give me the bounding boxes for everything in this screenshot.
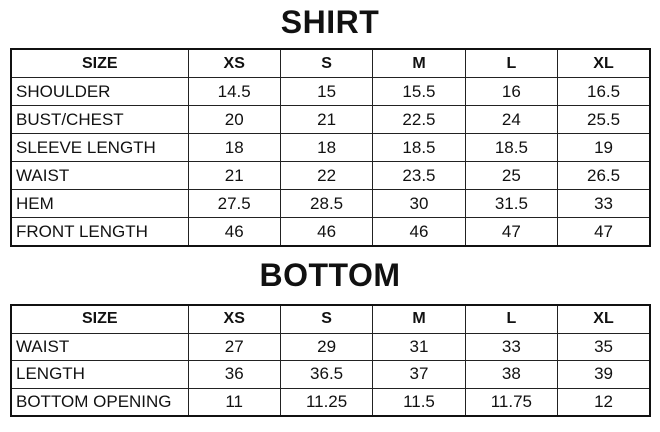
table-row: LENGTH 36 36.5 37 38 39 <box>10 360 651 389</box>
measurement-cell: 22 <box>279 161 374 190</box>
shirt-section-title: SHIRT <box>280 4 380 40</box>
measurement-cell: 38 <box>464 360 559 389</box>
row-label: FRONT LENGTH <box>10 217 189 247</box>
measurement-cell: 11.25 <box>279 387 374 417</box>
row-label: BUST/CHEST <box>10 105 189 134</box>
measurement-cell: 15 <box>279 77 374 106</box>
table-row: SLEEVE LENGTH 18 18 18.5 18.5 19 <box>10 133 651 162</box>
bottom-size-table: SIZE XS S M L XL WAIST 27 29 31 33 35 LENGTH 36 36.5 3… <box>10 304 651 417</box>
measurement-cell: 25 <box>464 161 559 190</box>
measurement-cell: 46 <box>279 217 374 247</box>
measurement-cell: 37 <box>372 360 466 389</box>
measurement-cell: 18.5 <box>464 133 559 162</box>
measurement-cell: 15.5 <box>372 77 466 106</box>
table-row: BUST/CHEST 20 21 22.5 24 25.5 <box>10 105 651 134</box>
measurement-cell: 11.5 <box>372 387 466 417</box>
measurement-cell: 18.5 <box>372 133 466 162</box>
table-row: FRONT LENGTH 46 46 46 47 47 <box>10 217 651 247</box>
measurement-cell: 31.5 <box>464 189 559 218</box>
column-header-s: S <box>279 304 374 334</box>
column-header-xl: XL <box>557 304 651 334</box>
measurement-cell: 26.5 <box>557 161 651 190</box>
column-header-m: M <box>372 48 466 78</box>
column-header-m: M <box>372 304 466 334</box>
measurement-cell: 46 <box>187 217 281 247</box>
measurement-cell: 25.5 <box>557 105 651 134</box>
measurement-cell: 39 <box>557 360 651 389</box>
measurement-cell: 31 <box>372 332 466 361</box>
measurement-cell: 12 <box>557 387 651 417</box>
table-row: WAIST 27 29 31 33 35 <box>10 332 651 361</box>
measurement-cell: 29 <box>279 332 374 361</box>
measurement-cell: 47 <box>464 217 559 247</box>
row-label: LENGTH <box>10 360 189 389</box>
row-label: WAIST <box>10 161 189 190</box>
measurement-cell: 33 <box>557 189 651 218</box>
column-header-l: L <box>464 304 559 334</box>
measurement-cell: 19 <box>557 133 651 162</box>
row-label: BOTTOM OPENING <box>10 387 189 417</box>
measurement-cell: 22.5 <box>372 105 466 134</box>
measurement-cell: 21 <box>279 105 374 134</box>
measurement-cell: 30 <box>372 189 466 218</box>
table-row: SHOULDER 14.5 15 15.5 16 16.5 <box>10 77 651 106</box>
table-row: HEM 27.5 28.5 30 31.5 33 <box>10 189 651 218</box>
row-label: SHOULDER <box>10 77 189 106</box>
measurement-cell: 23.5 <box>372 161 466 190</box>
column-header-xs: XS <box>187 304 281 334</box>
column-header-size: SIZE <box>10 48 189 78</box>
row-label: SLEEVE LENGTH <box>10 133 189 162</box>
column-header-size: SIZE <box>10 304 189 334</box>
column-header-xs: XS <box>187 48 281 78</box>
measurement-cell: 24 <box>464 105 559 134</box>
measurement-cell: 46 <box>372 217 466 247</box>
measurement-cell: 18 <box>279 133 374 162</box>
measurement-cell: 33 <box>464 332 559 361</box>
measurement-cell: 16.5 <box>557 77 651 106</box>
table-header-row: SIZE XS S M L XL <box>10 48 651 78</box>
measurement-cell: 36.5 <box>279 360 374 389</box>
row-label: WAIST <box>10 332 189 361</box>
measurement-cell: 11.75 <box>464 387 559 417</box>
measurement-cell: 27.5 <box>187 189 281 218</box>
shirt-size-table: SIZE XS S M L XL SHOULDER 14.5 15 15.5 16 16.5 BUST… <box>10 48 651 247</box>
column-header-xl: XL <box>557 48 651 78</box>
table-row: BOTTOM OPENING 11 11.25 11.5 11.75 12 <box>10 387 651 417</box>
measurement-cell: 27 <box>187 332 281 361</box>
bottom-section-title: BOTTOM <box>259 257 401 293</box>
measurement-cell: 47 <box>557 217 651 247</box>
column-header-s: S <box>279 48 374 78</box>
table-header-row: SIZE XS S M L XL <box>10 304 651 334</box>
measurement-cell: 18 <box>187 133 281 162</box>
measurement-cell: 35 <box>557 332 651 361</box>
measurement-cell: 21 <box>187 161 281 190</box>
measurement-cell: 28.5 <box>279 189 374 218</box>
table-row: WAIST 21 22 23.5 25 26.5 <box>10 161 651 190</box>
measurement-cell: 20 <box>187 105 281 134</box>
measurement-cell: 14.5 <box>187 77 281 106</box>
column-header-l: L <box>464 48 559 78</box>
measurement-cell: 36 <box>187 360 281 389</box>
row-label: HEM <box>10 189 189 218</box>
measurement-cell: 16 <box>464 77 559 106</box>
measurement-cell: 11 <box>187 387 281 417</box>
